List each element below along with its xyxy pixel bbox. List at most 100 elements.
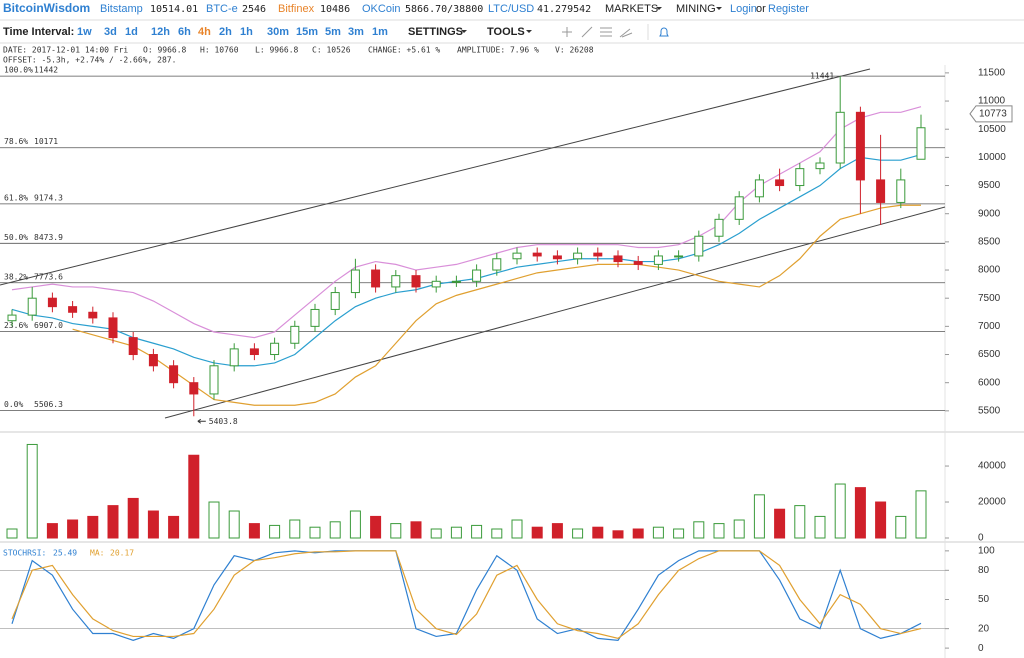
y-tick-label: 8500 <box>978 237 1001 248</box>
volume-bar <box>895 515 907 539</box>
volume-bar <box>208 501 220 539</box>
register[interactable]: Register <box>768 3 809 15</box>
interval[interactable]: 4h <box>198 26 211 38</box>
volume-bar <box>269 524 281 539</box>
ticker-price: 5866.70/38800 <box>405 4 483 15</box>
volume-bar <box>107 505 119 539</box>
interval[interactable]: 2h <box>219 26 232 38</box>
interval[interactable]: 5m <box>325 26 341 38</box>
volume-bar <box>753 494 765 539</box>
volume-bar <box>713 523 725 539</box>
candle-body <box>835 111 845 164</box>
candle-body <box>7 314 17 322</box>
charts: 5500600065007000750080008500900095001000… <box>0 66 1013 654</box>
tools[interactable]: TOOLS <box>487 26 525 38</box>
interval[interactable]: 3d <box>104 26 117 38</box>
candle-body <box>391 275 401 288</box>
ticker-price: 2546 <box>242 4 266 15</box>
volume-bar <box>673 528 685 539</box>
volume-bar <box>228 510 240 539</box>
candle-body <box>330 292 340 310</box>
legend-name: MA: <box>90 549 104 558</box>
candle-body <box>815 162 825 170</box>
y-tick-label: 5500 <box>978 405 1001 416</box>
legend-value: 25.49 <box>53 549 77 558</box>
info-item: V: 26208 <box>555 46 594 55</box>
trendline <box>0 68 871 286</box>
y-tick-label: 0 <box>978 533 984 544</box>
ticker-name[interactable]: Bitfinex <box>278 3 315 15</box>
interval[interactable]: 30m <box>267 26 289 38</box>
y-tick-label: 20000 <box>978 497 1006 508</box>
low-annotation: 5403.8 <box>209 417 238 426</box>
settings[interactable]: SETTINGS <box>408 26 463 38</box>
login[interactable]: Login <box>730 3 757 15</box>
candle-body <box>371 269 381 288</box>
low-arrow <box>197 418 206 424</box>
intervals: 1w 3d 1d 12h 6h 4h 2h 1h 30m 15m 5m 3m 1m <box>77 26 388 38</box>
ticker-name[interactable]: BTC-e <box>206 3 238 15</box>
ticker-price: 41.279542 <box>537 4 591 15</box>
volume-bar <box>6 528 18 539</box>
volume-bar <box>854 487 866 539</box>
fib-value: 6907.0 <box>34 321 63 330</box>
interval[interactable]: 12h <box>151 26 170 38</box>
fib-pct: 61.8% <box>4 193 28 202</box>
y-tick-label: 9500 <box>978 180 1001 191</box>
volume-bar <box>430 528 442 539</box>
menu[interactable]: MARKETS <box>605 3 658 15</box>
interval[interactable]: 15m <box>296 26 318 38</box>
volume-bar <box>531 526 543 539</box>
volume-bar <box>329 521 341 539</box>
y-tick-label: 9000 <box>978 208 1001 219</box>
candle-body <box>411 275 421 288</box>
last-price-box <box>969 105 1013 123</box>
info-item: O: 9966.8 <box>143 46 187 55</box>
brand[interactable]: BitcoinWisdom <box>3 1 90 15</box>
volume-bar <box>450 526 462 539</box>
interval[interactable]: 1d <box>125 26 138 38</box>
volume-bar <box>875 501 887 539</box>
ticker-name[interactable]: OKCoin <box>362 3 401 15</box>
tool-icons[interactable] <box>562 24 669 40</box>
fib-pct: 100.0% <box>4 66 33 75</box>
volume-bar <box>248 523 260 539</box>
volume-bar <box>390 523 402 539</box>
y-tick-label: 20 <box>978 623 990 634</box>
candle-body <box>694 235 704 257</box>
interval[interactable]: 1h <box>240 26 253 38</box>
caret <box>656 7 662 10</box>
interval[interactable]: 3m <box>348 26 364 38</box>
y-tick-label: 6000 <box>978 377 1001 388</box>
fib-pct: 0.0% <box>4 400 23 409</box>
y-tick-label: 8000 <box>978 265 1001 276</box>
overlay-line <box>11 106 922 339</box>
volume-bar <box>733 519 745 539</box>
volume-bar <box>551 523 563 539</box>
interval[interactable]: 1w <box>77 26 92 38</box>
volume-bar <box>834 483 846 539</box>
info-item: C: 10526 <box>312 46 351 55</box>
menu[interactable]: MINING <box>676 3 716 15</box>
candle-body <box>653 255 663 265</box>
volume-bar <box>87 515 99 539</box>
volume-bar <box>127 497 139 539</box>
ticker-name[interactable]: Bitstamp <box>100 3 143 15</box>
volume-bar <box>188 454 200 539</box>
volume-bar <box>915 490 927 539</box>
interval[interactable]: 1m <box>372 26 388 38</box>
volume-bar <box>592 526 604 539</box>
info-item: CHANGE: +5.61 % <box>368 46 440 55</box>
candle-body <box>472 269 482 282</box>
interval[interactable]: 6h <box>178 26 191 38</box>
fib-value: 9174.3 <box>34 193 63 202</box>
volume-bar <box>46 523 58 539</box>
volume-bar <box>349 510 361 539</box>
volume-bar <box>632 528 644 539</box>
ticker-name[interactable]: LTC/USD <box>488 3 534 15</box>
candle-body <box>754 179 764 198</box>
candle-body <box>734 196 744 220</box>
volume-bar <box>471 524 483 539</box>
nav-bar <box>0 0 1024 19</box>
candle-body <box>88 311 98 319</box>
